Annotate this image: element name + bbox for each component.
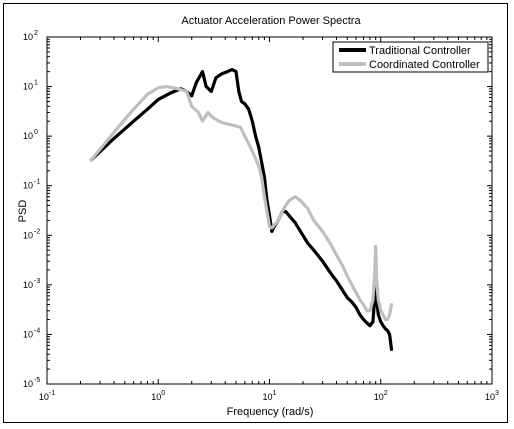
legend-label-traditional: Traditional Controller <box>369 45 471 57</box>
y-tick-label: 10 <box>23 32 33 42</box>
y-axis-label: PSD <box>17 200 29 223</box>
y-tick-label: 10 <box>23 329 33 339</box>
y-tick-exponent: -2 <box>34 228 40 235</box>
x-tick-label: 10-1 <box>39 390 55 402</box>
legend-box <box>332 41 489 73</box>
legend-label-coordinated: Coordinated Controller <box>369 59 480 71</box>
y-tick-exponent: 1 <box>34 80 38 87</box>
x-tick-label: 101 <box>263 390 277 402</box>
y-tick-label: 10 <box>23 131 33 141</box>
y-tick-label: 10 <box>23 230 33 240</box>
x-axis-label: Frequency (rad/s) <box>227 406 314 418</box>
y-tick-exponent: -1 <box>34 179 40 186</box>
x-tick-label: 103 <box>485 390 499 402</box>
y-tick-exponent: 2 <box>34 30 38 37</box>
series-line-coordinated <box>89 84 394 322</box>
y-tick-exponent: -3 <box>34 278 40 285</box>
legend: Traditional Controller Coordinated Contr… <box>332 41 489 73</box>
x-tick-label: 102 <box>374 390 388 402</box>
chart-title: Actuator Acceleration Power Spectra <box>181 15 361 27</box>
y-tick-label: 10 <box>23 181 33 191</box>
y-tick-label: 10 <box>23 82 33 92</box>
y-tick-exponent: -4 <box>34 327 40 334</box>
x-tick-label: 100 <box>151 390 165 402</box>
y-tick-label: 10 <box>23 379 33 389</box>
y-tick-exponent: -5 <box>34 377 40 384</box>
y-tick-exponent: 0 <box>34 129 38 136</box>
y-tick-label: 10 <box>23 280 33 290</box>
